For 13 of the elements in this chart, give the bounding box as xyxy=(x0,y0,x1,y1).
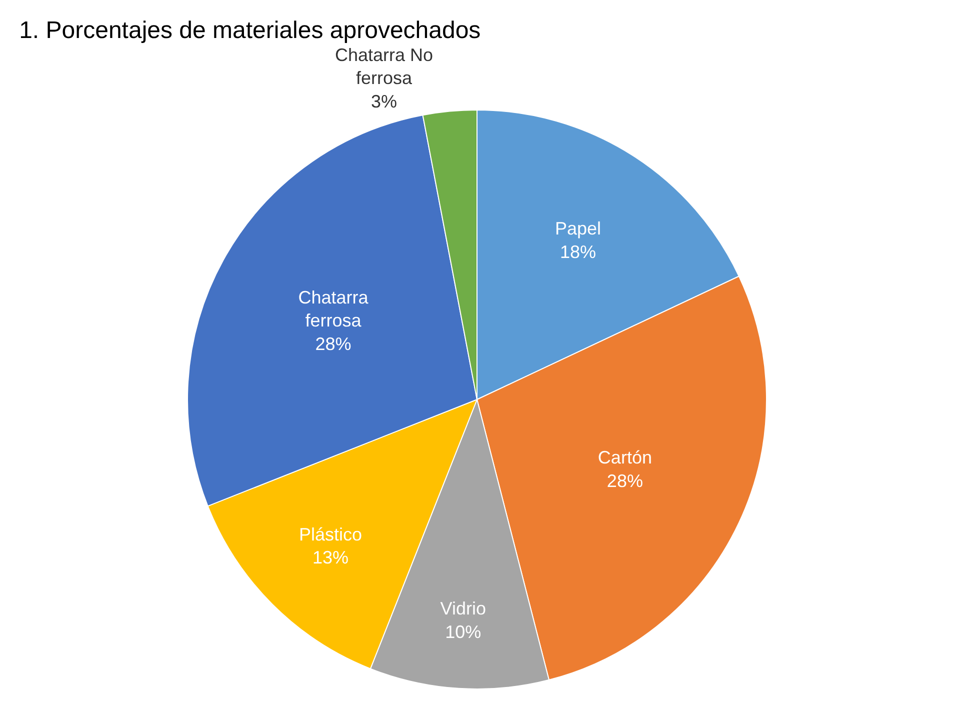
data-label: 10% xyxy=(445,622,482,642)
slice-label: Chatarra No ferrosa xyxy=(335,44,434,88)
data-label: 28% xyxy=(315,334,352,354)
data-label: 13% xyxy=(312,548,348,568)
data-label: 28% xyxy=(606,470,643,491)
slice-label: Papel xyxy=(554,218,602,239)
chart-title: 1. Porcentajes de materiales aprovechados xyxy=(19,17,481,44)
slice-label: Plástico xyxy=(298,524,362,544)
data-label: 18% xyxy=(560,242,596,262)
slice-label: Vidrio xyxy=(440,598,486,619)
slice-label: Chatarra ferrosa xyxy=(298,287,370,331)
slice-label: Cartón xyxy=(598,447,652,468)
data-label: 3% xyxy=(371,92,398,112)
